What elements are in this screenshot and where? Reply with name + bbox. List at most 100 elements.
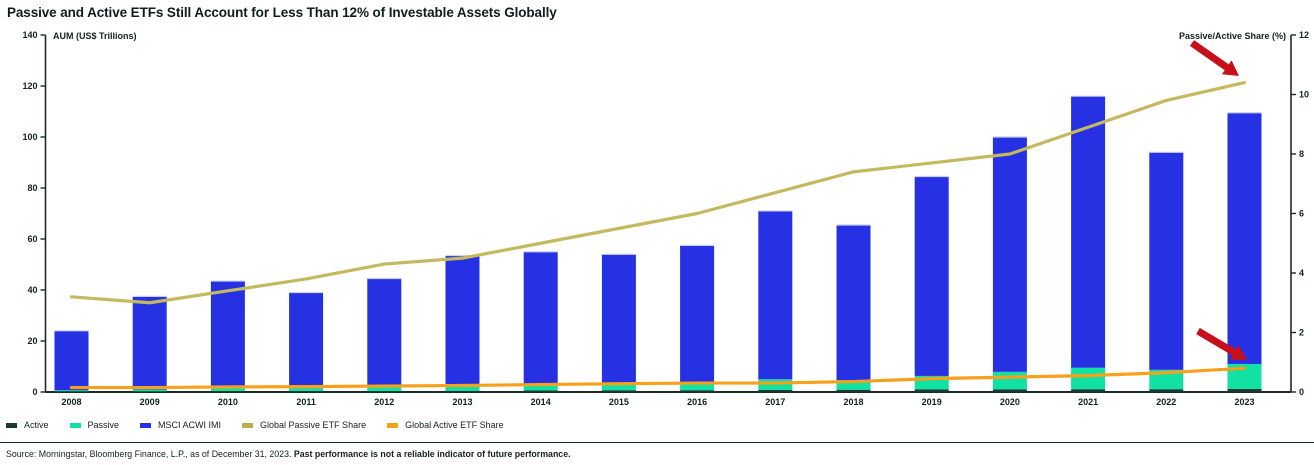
bar-2022-msci-acwi-imi bbox=[1149, 152, 1184, 370]
legend-swatch-icon bbox=[69, 422, 81, 428]
bar-2009-passive bbox=[132, 389, 167, 392]
x-axis-year-label: 2009 bbox=[140, 397, 160, 407]
x-axis-year-label: 2018 bbox=[843, 397, 863, 407]
bar-2023-msci-acwi-imi bbox=[1227, 112, 1262, 364]
legend-item-active: Active bbox=[6, 420, 49, 430]
bar-2016-msci-acwi-imi bbox=[680, 245, 715, 384]
bar-2013-msci-acwi-imi bbox=[445, 255, 480, 386]
x-axis-year-label: 2012 bbox=[374, 397, 394, 407]
bar-2023-active bbox=[1227, 388, 1262, 392]
right-axis-tick-label: 4 bbox=[1299, 268, 1304, 278]
x-axis-year-label: 2008 bbox=[61, 397, 81, 407]
footer-divider bbox=[0, 442, 1314, 443]
line-global-active-etf-share bbox=[69, 366, 1247, 390]
bar-2010-passive bbox=[210, 388, 245, 391]
left-axis-tick-label: 100 bbox=[22, 132, 37, 142]
arrow-to-2023-passive-bar bbox=[1196, 327, 1247, 360]
bar-2015-active bbox=[601, 390, 636, 392]
right-axis-tick-label: 6 bbox=[1299, 209, 1304, 219]
bar-2009-active bbox=[132, 391, 167, 393]
x-axis-year-label: 2017 bbox=[765, 397, 785, 407]
line-global-passive-etf-share bbox=[69, 80, 1247, 305]
bar-2014-passive bbox=[523, 384, 558, 391]
bar-2016-passive bbox=[680, 383, 715, 391]
legend-label: MSCI ACWI IMI bbox=[158, 420, 222, 430]
bar-2013-active bbox=[445, 390, 480, 392]
legend-label: Passive bbox=[87, 420, 120, 430]
x-axis-year-label: 2020 bbox=[1000, 397, 1020, 407]
legend-item-global-active-etf-share: Global Active ETF Share bbox=[387, 420, 504, 430]
bar-2011-msci-acwi-imi bbox=[289, 292, 324, 389]
bar-2020-active bbox=[992, 389, 1027, 392]
left-axis-tick-label: 140 bbox=[22, 30, 37, 40]
legend-item-passive: Passive bbox=[69, 420, 120, 430]
left-axis-title: AUM (US$ Trillions) bbox=[53, 31, 137, 41]
bar-2018-msci-acwi-imi bbox=[836, 224, 871, 381]
bar-2020-passive bbox=[992, 371, 1027, 390]
bar-2019-active bbox=[914, 389, 949, 392]
x-axis-year-label: 2016 bbox=[687, 397, 707, 407]
x-axis-year-label: 2019 bbox=[922, 397, 942, 407]
bar-2017-active bbox=[758, 389, 793, 392]
right-axis-tick-label: 2 bbox=[1299, 328, 1304, 338]
left-axis-tick-label: 0 bbox=[32, 387, 37, 397]
left-axis-tick-label: 20 bbox=[27, 336, 37, 346]
legend-item-global-passive-etf-share: Global Passive ETF Share bbox=[242, 420, 366, 430]
right-axis-tick-label: 10 bbox=[1299, 90, 1309, 100]
left-axis-tick-label: 120 bbox=[22, 81, 37, 91]
x-axis-year-label: 2011 bbox=[296, 397, 316, 407]
right-axis-tick-label: 12 bbox=[1299, 30, 1309, 40]
bar-2018-active bbox=[836, 389, 871, 392]
legend-swatch-icon bbox=[140, 422, 152, 428]
x-axis-year-label: 2021 bbox=[1078, 397, 1098, 407]
bar-2015-passive bbox=[601, 383, 636, 391]
bar-2008-msci-acwi-imi bbox=[54, 330, 89, 391]
legend-swatch-icon bbox=[387, 422, 399, 428]
bar-2017-msci-acwi-imi bbox=[758, 210, 793, 380]
arrow-to-passive-share-line-end bbox=[1189, 40, 1239, 76]
x-axis-year-label: 2013 bbox=[452, 397, 472, 407]
bar-2009-msci-acwi-imi bbox=[132, 296, 167, 390]
bar-2008-passive bbox=[54, 390, 89, 392]
legend-label: Active bbox=[24, 420, 49, 430]
chart-generated: 0 20 40 60 80 100 120 140 0 2 4 6 8 10 12 2008 2009 2010 2… bbox=[22, 30, 1309, 407]
bar-2016-active bbox=[680, 390, 715, 392]
legend-swatch-icon bbox=[242, 422, 254, 428]
left-axis-tick-label: 40 bbox=[27, 285, 37, 295]
bar-2012-passive bbox=[367, 387, 402, 391]
source-label: Source: Morningstar, Bloomberg Finance, … bbox=[6, 449, 294, 459]
chart-title: Passive and Active ETFs Still Account fo… bbox=[7, 5, 557, 20]
bar-2020-msci-acwi-imi bbox=[992, 137, 1027, 372]
bar-2012-msci-acwi-imi bbox=[367, 278, 402, 388]
bar-2021-active bbox=[1071, 389, 1106, 392]
legend-label: Global Passive ETF Share bbox=[260, 420, 367, 430]
x-axis-year-label: 2014 bbox=[531, 397, 551, 407]
left-axis-tick-label: 80 bbox=[27, 183, 37, 193]
bar-2021-passive bbox=[1071, 367, 1106, 390]
legend-label: Global Active ETF Share bbox=[405, 420, 504, 430]
bar-2008-active bbox=[54, 391, 89, 393]
bar-2010-msci-acwi-imi bbox=[210, 281, 245, 389]
bar-2019-msci-acwi-imi bbox=[914, 176, 949, 376]
x-axis-year-label: 2022 bbox=[1156, 397, 1176, 407]
bar-2018-passive bbox=[836, 380, 871, 390]
bar-2015-msci-acwi-imi bbox=[601, 254, 636, 384]
legend: Active Passive MSCI ACWI IMI Global Passive… bbox=[6, 417, 504, 433]
disclaimer-text: Past performance is not a reliable indic… bbox=[293, 449, 571, 459]
bar-2022-active bbox=[1149, 389, 1184, 392]
bar-2022-passive bbox=[1149, 369, 1184, 390]
x-axis-year-label: 2023 bbox=[1234, 397, 1254, 407]
right-axis-tick-label: 0 bbox=[1299, 387, 1304, 397]
bar-2013-passive bbox=[445, 385, 480, 391]
bar-2012-active bbox=[367, 390, 402, 392]
right-axis-title: Passive/Active Share (%) bbox=[1179, 31, 1286, 41]
x-axis-year-label: 2015 bbox=[609, 397, 629, 407]
right-axis-tick-label: 8 bbox=[1299, 149, 1304, 159]
legend-swatch-icon bbox=[6, 422, 17, 428]
bar-2010-active bbox=[210, 390, 245, 392]
source-text: Source: Morningstar, Bloomberg Finance, … bbox=[6, 449, 571, 459]
left-axis-tick-label: 60 bbox=[27, 234, 37, 244]
bar-2011-active bbox=[289, 390, 324, 392]
